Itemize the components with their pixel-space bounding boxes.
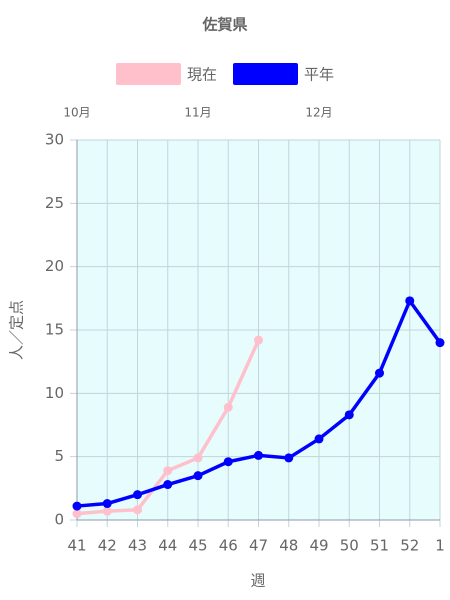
data-point [163, 480, 173, 490]
legend-swatch [233, 63, 298, 85]
data-point [102, 499, 112, 509]
y-tick-label: 10 [45, 384, 64, 402]
data-point [102, 506, 112, 516]
data-point [375, 368, 384, 378]
y-tick-label: 20 [45, 257, 64, 275]
data-point [435, 338, 445, 348]
x-tick-label: 44 [158, 537, 177, 555]
data-point [254, 335, 263, 345]
data-point [405, 296, 415, 306]
x-tick-label: 1 [435, 537, 445, 555]
data-point [193, 471, 203, 481]
data-point [163, 466, 173, 476]
y-tick-label: 5 [54, 447, 64, 465]
data-point [193, 453, 203, 463]
x-axis-label: 週 [250, 572, 265, 590]
x-tick-label: 48 [279, 537, 298, 555]
data-point [223, 457, 233, 467]
x2-tick-label: 11月 [184, 106, 211, 120]
x-tick-label: 41 [67, 537, 86, 555]
data-point [223, 402, 233, 412]
y-tick-label: 0 [54, 511, 64, 529]
y-tick-label: 30 [45, 131, 64, 149]
x-tick-label: 51 [370, 537, 389, 555]
x-tick-label: 47 [249, 537, 268, 555]
x-tick-label: 45 [188, 537, 207, 555]
x-tick-label: 49 [309, 537, 328, 555]
x-tick-label: 43 [128, 537, 147, 555]
data-point [344, 410, 354, 420]
legend-label: 現在 [187, 66, 217, 84]
y-axis-label: 人／定点 [8, 300, 26, 360]
x-tick-label: 46 [219, 537, 238, 555]
y-tick-label: 25 [45, 194, 64, 212]
chart-title: 佐賀県 [201, 16, 247, 34]
x-tick-label: 42 [98, 537, 117, 555]
x2-tick-label: 10月 [63, 106, 90, 120]
legend-swatch [116, 63, 181, 85]
data-point [133, 490, 142, 500]
y-tick-label: 15 [45, 321, 64, 339]
x-tick-label: 50 [340, 537, 359, 555]
data-point [254, 450, 263, 460]
x2-tick-label: 12月 [305, 106, 332, 120]
legend-label: 平年 [304, 66, 334, 84]
data-point [314, 434, 324, 444]
data-point [72, 501, 82, 511]
data-point [72, 509, 82, 519]
x-tick-label: 52 [400, 537, 419, 555]
data-point [133, 505, 142, 515]
data-point [284, 453, 294, 463]
